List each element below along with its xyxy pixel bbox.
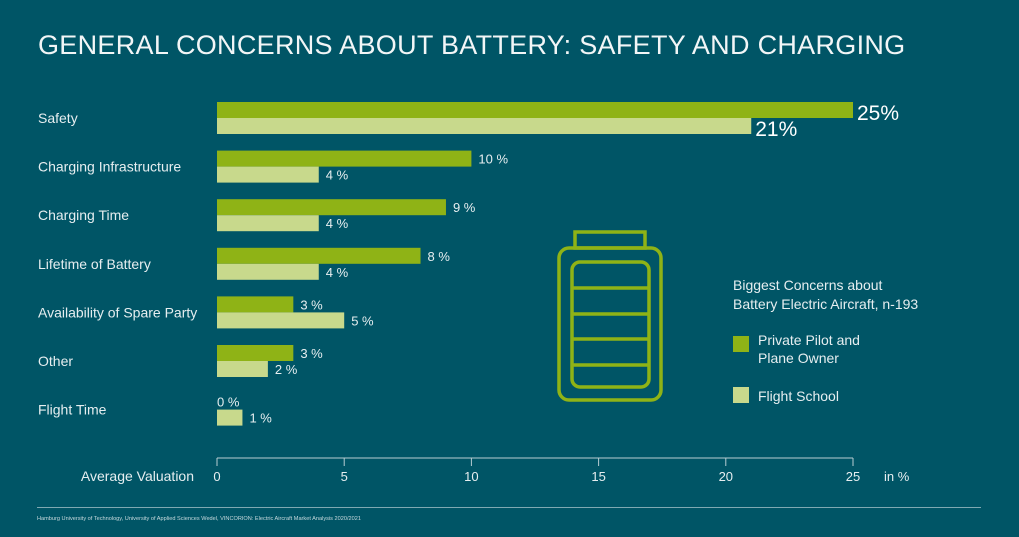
category-label-charging-infrastructure: Charging Infrastructure	[38, 159, 181, 175]
bar-flight-school-charging-infrastructure	[217, 166, 319, 183]
value-label-flight-school-charging-time: 4 %	[326, 216, 349, 231]
footer-divider	[37, 507, 981, 508]
x-axis-label: Average Valuation	[81, 468, 194, 484]
x-tick-label-5: 5	[341, 469, 348, 484]
battery-icon	[557, 230, 663, 402]
category-label-safety: Safety	[38, 110, 78, 126]
category-label-other: Other	[38, 353, 73, 369]
value-label-flight-school-other: 2 %	[275, 362, 298, 377]
value-label-private-pilot-availability-of-spare-party: 3 %	[300, 297, 323, 312]
value-label-private-pilot-flight-time: 0 %	[217, 395, 240, 410]
legend-label-private-pilot-line-2: Plane Owner	[758, 350, 839, 366]
value-label-flight-school-lifetime-of-battery: 4 %	[326, 265, 349, 280]
bars-group: Safety 25% 21% Charging Infrastructure 10 % 4…	[38, 102, 899, 426]
value-label-private-pilot-charging-infrastructure: 10 %	[478, 152, 508, 167]
value-label-flight-school-charging-infrastructure: 4 %	[326, 168, 349, 183]
value-label-private-pilot-other: 3 %	[300, 346, 323, 361]
bar-private-pilot-availability-of-spare-party	[217, 296, 294, 313]
legend-swatch-flight-school	[733, 387, 749, 403]
legend-item-flight-school: Flight School	[733, 387, 839, 405]
bar-private-pilot-lifetime-of-battery	[217, 247, 421, 264]
legend-title: Biggest Concerns about Battery Electric …	[733, 276, 973, 314]
legend-swatch-private-pilot	[733, 336, 749, 352]
chart-title: GENERAL CONCERNS ABOUT BATTERY: SAFETY A…	[38, 30, 906, 60]
category-label-flight-time: Flight Time	[38, 402, 107, 418]
source-note: Hamburg University of Technology, Univer…	[37, 516, 361, 522]
value-label-flight-school-safety: 21%	[755, 118, 797, 141]
legend-item-private-pilot: Private Pilot and Plane Owner	[733, 331, 860, 367]
legend-label-flight-school: Flight School	[758, 388, 839, 404]
x-axis-unit: in %	[884, 469, 910, 484]
x-tick-label-10: 10	[464, 469, 478, 484]
x-axis: 0 5 10 15 20 25 Average Valuation in %	[81, 457, 910, 484]
bar-flight-school-charging-time	[217, 215, 319, 232]
value-label-private-pilot-safety: 25%	[857, 102, 899, 125]
value-label-private-pilot-lifetime-of-battery: 8 %	[428, 249, 451, 264]
bar-flight-school-flight-time	[217, 409, 243, 426]
value-label-flight-school-availability-of-spare-party: 5 %	[351, 313, 374, 328]
category-label-availability-of-spare-party: Availability of Spare Party	[38, 304, 197, 320]
legend-title-line-2: Battery Electric Aircraft, n-193	[733, 296, 919, 312]
bar-flight-school-other	[217, 361, 268, 377]
legend-title-line-1: Biggest Concerns about	[733, 277, 883, 293]
value-label-flight-school-flight-time: 1 %	[249, 411, 272, 426]
legend-label-private-pilot-line-1: Private Pilot and	[758, 332, 860, 348]
bar-flight-school-availability-of-spare-party	[217, 312, 345, 329]
x-tick-label-15: 15	[591, 469, 605, 484]
bar-private-pilot-other	[217, 345, 294, 361]
bar-flight-school-lifetime-of-battery	[217, 263, 319, 280]
value-label-private-pilot-charging-time: 9 %	[453, 200, 476, 215]
bar-private-pilot-safety	[217, 102, 853, 118]
bar-flight-school-safety	[217, 118, 752, 134]
x-tick-label-20: 20	[719, 469, 733, 484]
x-tick-label-25: 25	[846, 469, 860, 484]
category-label-lifetime-of-battery: Lifetime of Battery	[38, 256, 151, 272]
x-tick-label-0: 0	[213, 469, 220, 484]
category-label-charging-time: Charging Time	[38, 207, 129, 223]
bar-private-pilot-charging-infrastructure	[217, 150, 472, 167]
bar-private-pilot-charging-time	[217, 199, 446, 216]
